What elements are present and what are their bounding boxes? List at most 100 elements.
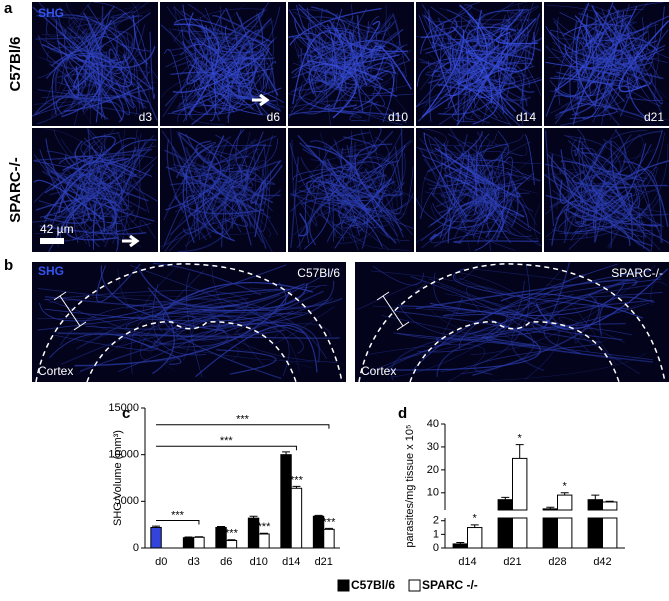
fiber: [52, 212, 117, 244]
fiber: [321, 31, 398, 84]
fiber: [74, 290, 292, 367]
bar: [150, 526, 162, 549]
error-bar: [259, 532, 268, 534]
fiber: [33, 160, 107, 173]
fiber: [316, 200, 366, 232]
fiber: [164, 228, 207, 252]
fiber: [467, 44, 508, 115]
fiber: [372, 265, 425, 286]
fiber: [226, 74, 274, 119]
error-bar: [501, 496, 510, 500]
fiber: [304, 53, 397, 75]
fiber: [235, 57, 279, 96]
fiber: [292, 36, 300, 59]
fiber: [160, 217, 230, 248]
fibers: [416, 128, 542, 252]
fiber: [182, 311, 303, 316]
fiber: [440, 195, 467, 231]
arrow: [252, 93, 270, 107]
fiber: [325, 8, 395, 33]
fiber: [249, 280, 278, 290]
fiber: [466, 285, 512, 340]
fiber: [69, 11, 85, 49]
fiber: [477, 205, 497, 244]
fiber: [502, 9, 530, 27]
fiber: [440, 263, 530, 372]
fiber: [587, 46, 599, 97]
fiber: [172, 131, 195, 194]
fiber: [618, 20, 669, 93]
error-bar: [249, 515, 258, 519]
fiber: [583, 136, 658, 163]
fiber: [576, 26, 596, 89]
fibers: [288, 4, 414, 126]
fiber: [302, 76, 361, 115]
fiber: [324, 103, 357, 110]
fiber: [83, 3, 140, 58]
fiber: [438, 202, 485, 243]
fiber: [291, 33, 320, 70]
fiber: [72, 164, 102, 182]
legend: C57Bl/6 SPARC -/-: [337, 578, 478, 592]
error-bar: [605, 500, 614, 502]
fiber: [534, 299, 654, 341]
fiber: [574, 296, 598, 344]
bar: [542, 517, 558, 549]
fiber: [88, 146, 123, 195]
fiber: [57, 72, 113, 96]
fiber: [443, 187, 500, 220]
fiber: [545, 151, 629, 215]
fiber: [250, 160, 281, 204]
fiber: [367, 71, 394, 123]
fiber: [333, 137, 365, 239]
fiber: [302, 148, 403, 197]
fiber: [385, 166, 414, 220]
fiber: [334, 181, 396, 249]
fiber: [46, 2, 91, 38]
fiber: [331, 188, 360, 236]
fibers: [545, 2, 669, 126]
fiber: [448, 27, 531, 66]
fiber: [337, 27, 403, 126]
x-tick-label: d28: [548, 556, 566, 568]
fiber: [216, 349, 277, 375]
scale-label: 42 µm: [40, 222, 74, 236]
fiber: [238, 61, 277, 108]
fiber: [164, 323, 332, 364]
fiber: [299, 39, 411, 69]
fiber: [580, 33, 604, 77]
fiber: [74, 140, 124, 162]
fiber: [73, 172, 97, 197]
fiber: [390, 326, 510, 381]
fiber: [397, 332, 538, 347]
error-bar: [560, 492, 569, 496]
fiber: [595, 12, 664, 80]
fiber: [170, 128, 202, 177]
fiber: [395, 66, 401, 92]
depth-scale: [53, 291, 87, 331]
fiber: [304, 67, 382, 89]
bar: [587, 499, 603, 511]
depth-scale: [376, 291, 410, 331]
fiber: [356, 15, 386, 82]
day-label: d3: [139, 110, 153, 124]
fiber: [446, 64, 487, 84]
fiber: [430, 187, 492, 211]
fiber: [612, 5, 663, 100]
fiber: [198, 182, 254, 225]
error-bar: [292, 485, 301, 489]
fiber: [439, 142, 456, 206]
fiber: [399, 305, 549, 331]
fiber: [162, 65, 201, 118]
fiber: [363, 192, 384, 231]
fiber: [422, 132, 443, 196]
fiber: [619, 29, 669, 117]
fiber: [625, 93, 664, 102]
fiber: [391, 13, 400, 56]
bar: [602, 517, 618, 549]
fiber: [575, 205, 640, 228]
fiber: [83, 149, 151, 206]
fiber: [33, 95, 120, 105]
fiber: [358, 15, 380, 82]
fiber: [298, 7, 342, 46]
